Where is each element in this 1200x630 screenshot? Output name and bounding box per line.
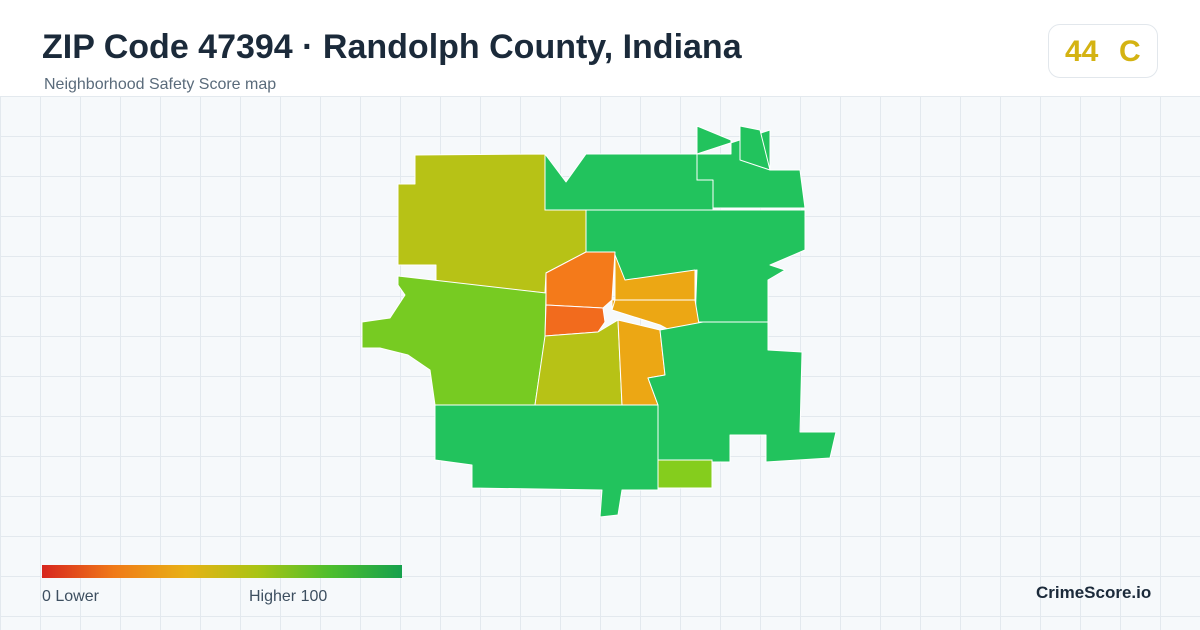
map-region-center-east[interactable] xyxy=(614,254,696,301)
map-region-west[interactable] xyxy=(361,275,547,406)
page-title: ZIP Code 47394 · Randolph County, Indian… xyxy=(42,28,742,66)
map-region-south[interactable] xyxy=(434,404,659,518)
header: ZIP Code 47394 · Randolph County, Indian… xyxy=(0,0,1200,96)
map-region-south-small[interactable] xyxy=(657,459,713,489)
page-subtitle: Neighborhood Safety Score map xyxy=(44,76,277,93)
legend-low-label: 0 Lower xyxy=(42,588,99,605)
score-badge: 44 C xyxy=(1048,24,1158,78)
map-region-north-east-arm[interactable] xyxy=(739,125,771,171)
legend-high-label: Higher 100 xyxy=(249,588,328,605)
score-grade: C xyxy=(1119,35,1141,68)
map-region-center-west[interactable] xyxy=(544,304,606,337)
brand-logo-text: CrimeScore.io xyxy=(1036,583,1152,602)
legend-color-bar xyxy=(42,565,402,578)
score-value: 44 xyxy=(1065,35,1099,68)
map-region-north-east-upper[interactable] xyxy=(696,125,806,209)
map-region-north[interactable] xyxy=(544,153,714,211)
map-region-southeast[interactable] xyxy=(647,321,837,463)
